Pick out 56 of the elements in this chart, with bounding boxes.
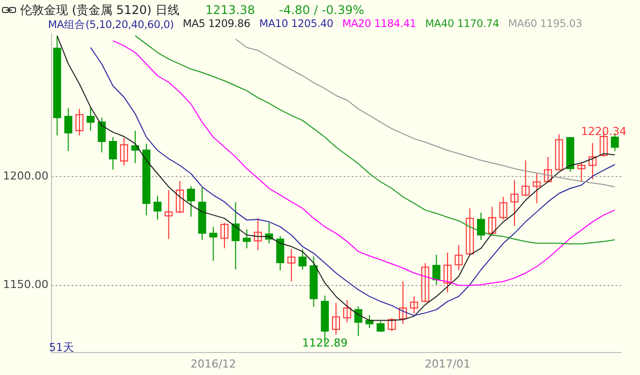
candlestick — [510, 180, 518, 226]
candlestick — [555, 134, 564, 171]
candlestick — [287, 248, 296, 282]
annotation: 1122.89 — [302, 336, 348, 350]
annotation: 51天 — [49, 340, 74, 355]
candlestick — [466, 208, 474, 255]
candlestick — [343, 299, 352, 323]
candlestick — [432, 254, 440, 286]
candlestick — [220, 222, 228, 249]
candlestick — [332, 302, 340, 336]
text: -4.80 / -0.39% — [278, 3, 364, 17]
candlestick — [86, 107, 95, 132]
candlestick — [522, 160, 530, 197]
candlestick — [444, 252, 452, 293]
candlestick — [186, 186, 195, 218]
candlestick — [209, 226, 218, 262]
candlestick — [398, 280, 407, 324]
candlestick — [120, 137, 128, 166]
candlestick — [577, 161, 586, 182]
chart-title: 伦敦金现 (贵金属 5120) 日线 — [20, 2, 180, 18]
candlestick — [477, 212, 486, 241]
candlestick — [454, 244, 463, 271]
candlestick — [588, 142, 597, 180]
text: 1213.38 — [205, 3, 255, 17]
candlestick — [298, 248, 307, 270]
candlestick — [154, 195, 162, 220]
candlestick — [164, 190, 173, 240]
annotation: 1220.34 — [580, 125, 626, 138]
candlestick — [421, 262, 430, 303]
candlestick — [64, 107, 72, 152]
candlestick — [98, 117, 106, 153]
text: MA60 1195.03 — [508, 18, 582, 32]
candlestick — [354, 306, 362, 337]
text: MA20 1184.41 — [342, 18, 416, 32]
candlestick — [276, 235, 284, 271]
text: MA5 1209.86 — [182, 18, 250, 32]
candlestick — [108, 136, 117, 170]
y-tick-label: 1200.00 — [3, 170, 48, 183]
candlestick — [232, 202, 240, 270]
candlestick — [488, 206, 496, 236]
y-tick-label: 1150.00 — [3, 278, 48, 292]
x-tick-label: 2016/12 — [190, 358, 236, 370]
candlestick — [532, 173, 541, 204]
candlestick — [376, 320, 385, 332]
candlestick — [388, 318, 396, 332]
x-tick-label: 2017/01 — [424, 358, 470, 370]
candlestick — [544, 156, 552, 182]
candlestick — [176, 180, 184, 214]
text: MA40 1170.74 — [425, 18, 500, 32]
candlestick — [499, 196, 508, 220]
candlestick — [75, 108, 84, 136]
text: MA组合(5,10,20,40,60,0) — [48, 18, 174, 32]
candlestick — [254, 218, 262, 251]
text: MA10 1205.40 — [259, 18, 334, 32]
candlestick — [242, 228, 251, 249]
candlestick — [410, 296, 418, 314]
